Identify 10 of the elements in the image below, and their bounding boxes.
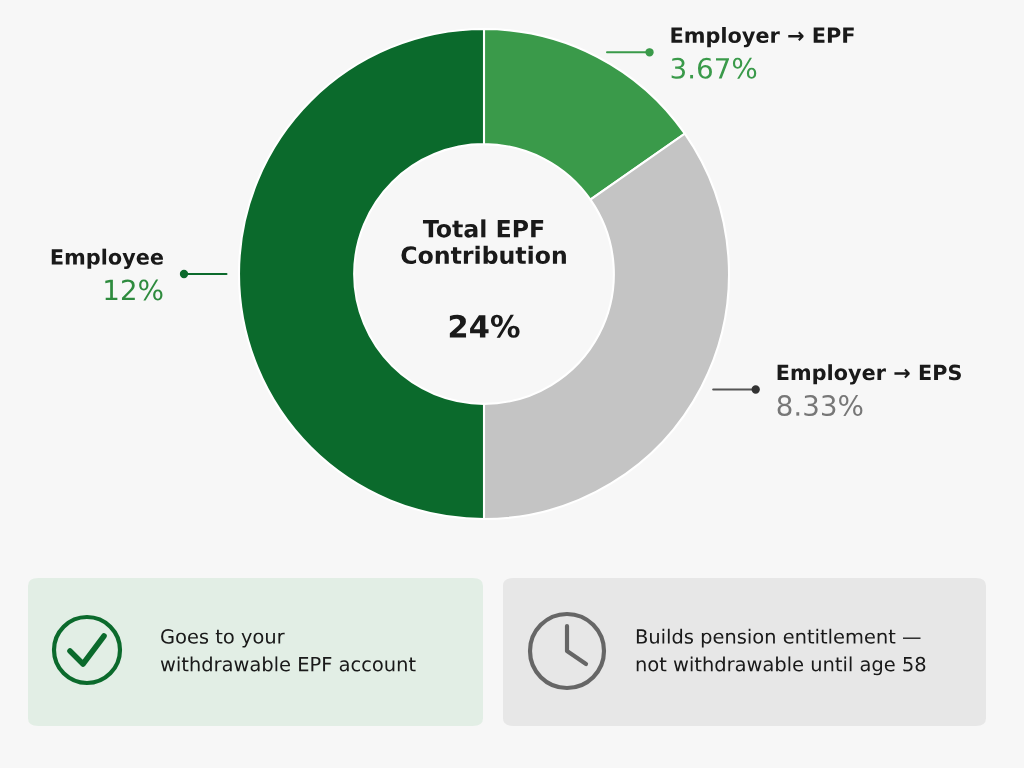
data-label: 3.67% (671, 57, 757, 79)
text: Total EPF Contribution (401, 219, 566, 265)
slice-label: Employer → EPF (671, 26, 854, 48)
text: 24% (449, 314, 520, 338)
text: Goes to your withdrawable EPF account (160, 629, 416, 672)
slice-label: Employer → EPS (777, 364, 961, 385)
text: Builds pension entitlement — not withdrawable until age 58 (636, 628, 926, 676)
slice-label: Employee (51, 248, 163, 269)
data-label: 8.33% (777, 395, 863, 417)
data-label: 12% (105, 279, 163, 301)
